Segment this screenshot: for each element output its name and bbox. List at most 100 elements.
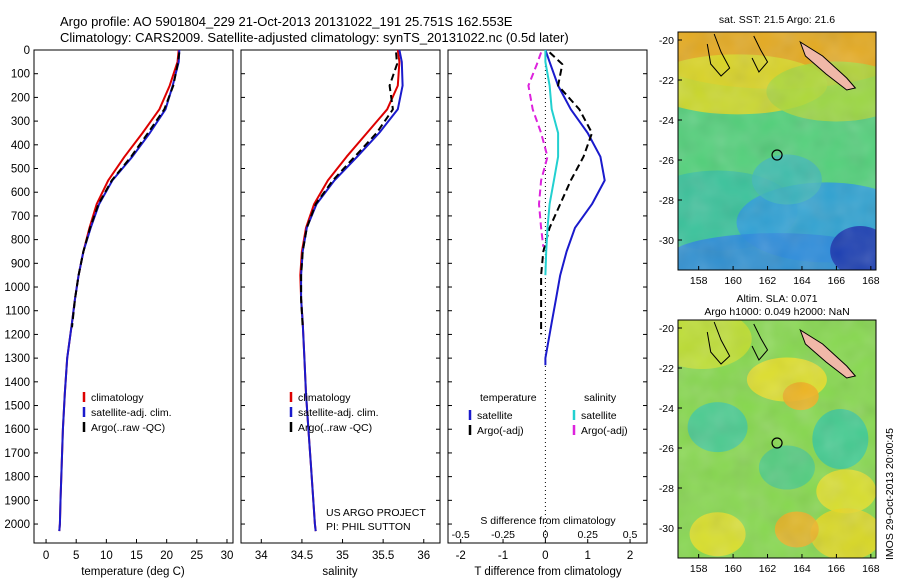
map-lon-label: 164 <box>793 563 811 575</box>
temperature-legend: climatology satellite-adj. clim. Argo(..ra… <box>82 392 172 434</box>
series-line <box>540 51 593 335</box>
reef-contour <box>706 321 731 365</box>
x-tick-label: -1 <box>498 550 508 562</box>
top-tick-label: 0.5 <box>623 529 638 541</box>
map-lat-label: -28 <box>659 195 674 207</box>
series-line <box>300 49 404 532</box>
map-lat-label: -24 <box>659 115 674 127</box>
map-lon-label: 168 <box>862 275 880 287</box>
y-tick-label: 1500 <box>4 401 30 413</box>
series-line <box>58 49 181 532</box>
x-tick-label: 35.5 <box>372 550 394 562</box>
difference-panel: -2 -1 0 1 2 -0.5 -0.25 0 0.25 0.5 temperature sate… <box>447 49 648 578</box>
y-tick-label: 1400 <box>4 377 30 389</box>
temperature-plot-frame <box>33 49 234 544</box>
x-tick-label: 34 <box>255 550 268 562</box>
map-lat-label: -20 <box>659 35 674 47</box>
salinity-axis-label: salinity <box>322 566 357 578</box>
legend-entry: climatology <box>298 392 351 404</box>
reef-contour <box>751 35 769 73</box>
map-lat-label: -28 <box>659 483 674 495</box>
difference-axes: -2 -1 0 1 2 -0.5 -0.25 0 0.25 0.5 <box>448 49 647 562</box>
legend-entry: Argo(-adj) <box>581 425 628 437</box>
x-tick-label: 20 <box>160 550 173 562</box>
y-tick-label: 0 <box>24 45 30 57</box>
y-tick-label: 1100 <box>5 306 30 318</box>
series-line <box>299 49 401 532</box>
header-line-1: Argo profile: AO 5901804_229 21-Oct-2013… <box>60 14 513 29</box>
series-line <box>544 49 606 366</box>
salinity-series <box>299 49 404 532</box>
map-lon-label: 168 <box>862 563 880 575</box>
y-tick-label: 1000 <box>4 282 30 294</box>
y-tick-label: 1300 <box>4 353 30 365</box>
temperature-series <box>58 49 181 532</box>
legend-entry: satellite <box>477 410 513 422</box>
x-tick-label: -2 <box>456 550 466 562</box>
legend-header: salinity <box>584 392 617 404</box>
pi-annotation: PI: PHIL SUTTON <box>326 521 411 533</box>
x-tick-label: 35 <box>336 550 349 562</box>
new-caledonia-land <box>799 40 857 91</box>
map-lat-label: -26 <box>659 443 674 455</box>
x-tick-label: 2 <box>627 550 633 562</box>
map-lat-label: -30 <box>659 235 674 247</box>
s-difference-axis-label: S difference from climatology <box>480 515 616 527</box>
y-tick-label: 200 <box>11 92 30 104</box>
salinity-panel: 34 34.5 35 35.5 36 climatology satellite-adj.… <box>240 49 441 578</box>
map-lat-label: -24 <box>659 403 674 415</box>
x-tick-label: 0 <box>542 550 548 562</box>
series-line <box>544 50 560 276</box>
y-tick-label: 1600 <box>4 424 30 436</box>
y-tick-label: 600 <box>11 187 30 199</box>
top-tick-label: -0.5 <box>452 529 470 541</box>
sst-map: 158 160 162 164 166 168 -20 -22 -24 -26 -28 -30 <box>659 31 880 287</box>
map-lon-label: 160 <box>724 275 742 287</box>
y-tick-label: 700 <box>11 211 30 223</box>
map-field <box>678 320 876 558</box>
sla-map-subtitle: Argo h1000: 0.049 h2000: NaN <box>704 306 849 318</box>
difference-legend: temperature satellite Argo(-adj) salinity sa… <box>468 392 628 437</box>
salinity-plot-frame <box>240 49 441 544</box>
x-tick-label: 25 <box>190 550 203 562</box>
project-annotation: US ARGO PROJECT <box>326 507 426 519</box>
map-lon-label: 164 <box>793 275 811 287</box>
sst-map-panel: sat. SST: 21.5 Argo: 21.6 158 160 162 164 16… <box>659 14 880 287</box>
map-lon-label: 166 <box>828 275 846 287</box>
t-difference-axis-label: T difference from climatology <box>474 566 621 578</box>
y-tick-label: 2000 <box>4 519 30 531</box>
map-texture <box>678 320 876 558</box>
top-tick-label: 0.25 <box>578 529 599 541</box>
y-tick-label: 300 <box>11 116 30 128</box>
profile-location-marker <box>771 437 783 449</box>
legend-header: temperature <box>480 392 537 404</box>
top-tick-label: -0.25 <box>491 529 515 541</box>
difference-series <box>527 49 606 366</box>
y-tick-label: 500 <box>11 164 30 176</box>
y-tick-label: 900 <box>11 258 30 270</box>
difference-plot-frame <box>447 49 648 544</box>
profile-location-marker <box>771 149 783 161</box>
temperature-axes: 0100200300400500600700800900100011001200… <box>4 45 233 562</box>
map-lon-label: 162 <box>759 563 777 575</box>
map-lat-label: -22 <box>659 363 674 375</box>
y-tick-label: 800 <box>11 235 30 247</box>
x-tick-label: 15 <box>130 550 143 562</box>
map-lon-label: 158 <box>690 563 708 575</box>
legend-entry: satellite-adj. clim. <box>298 407 379 419</box>
x-tick-label: 5 <box>73 550 79 562</box>
x-tick-label: 30 <box>221 550 234 562</box>
map-field <box>678 32 876 270</box>
legend-entry: Argo(..raw -QC) <box>91 422 165 434</box>
sst-map-title: sat. SST: 21.5 Argo: 21.6 <box>719 14 835 26</box>
map-lon-label: 166 <box>828 563 846 575</box>
y-tick-label: 1200 <box>4 329 30 341</box>
imos-stamp: IMOS 29-Oct-2013 20:00:45 <box>884 428 896 560</box>
reef-contour <box>751 323 769 361</box>
sla-map-title: Altim. SLA: 0.071 <box>736 293 817 305</box>
map-lat-label: -20 <box>659 323 674 335</box>
top-tick-label: 0 <box>542 529 548 541</box>
series-line <box>71 52 181 328</box>
salinity-axes: 34 34.5 35 35.5 36 <box>241 49 440 562</box>
